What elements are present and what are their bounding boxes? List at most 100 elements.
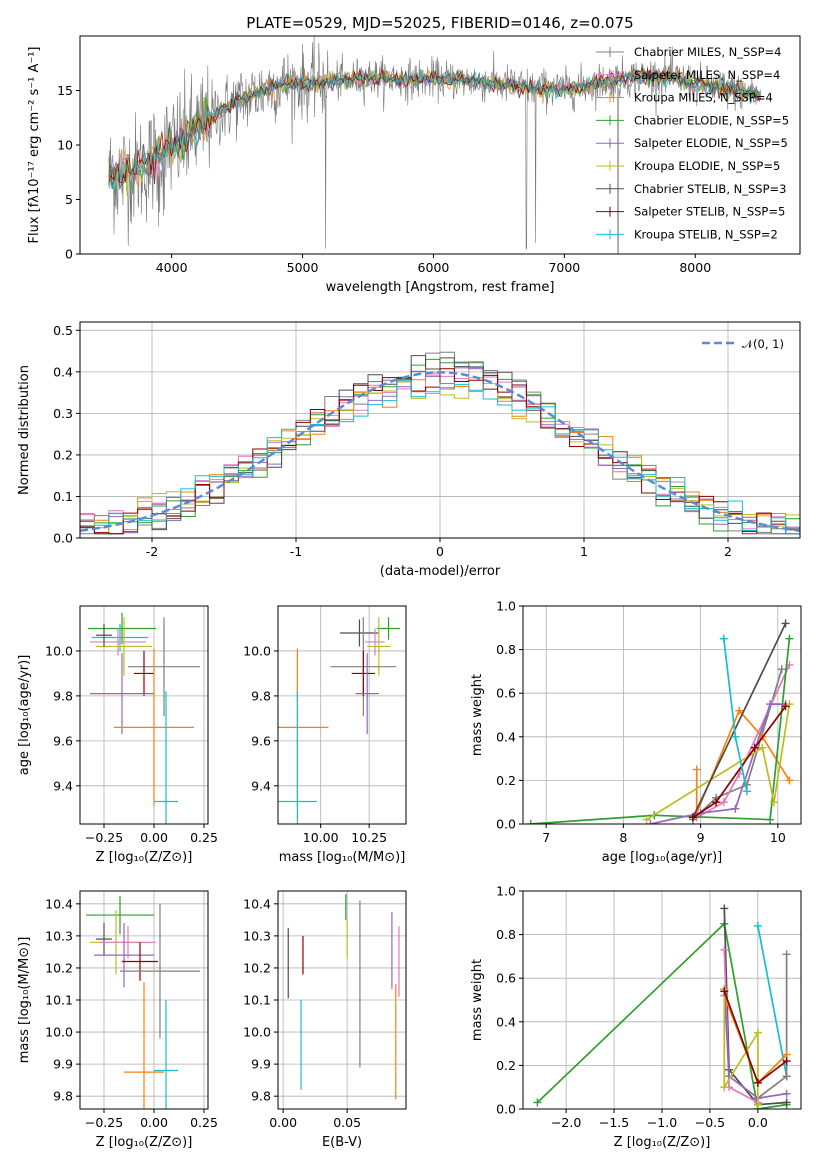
mass-weight-line [723,995,788,1085]
axes-frame [79,35,801,255]
residual-histogram-9 [80,380,800,535]
mass-weight-line [723,989,759,1105]
legend-label: Salpeter ELODIE, N_SSP=5 [634,136,788,150]
figure-title: PLATE=0529, MJD=52025, FIBERID=0146, z=0… [246,14,633,32]
y-tick-label: 0.3 [53,406,73,421]
panel-massweight-vs-Z: −2.0 −1.5 −1.0 −0.5 0.0 0.0 0.2 0.4 0.6 0.8 1.0 Z [… [470,884,802,1150]
plus-marker [720,987,729,996]
mass-weight-line [757,954,788,1099]
errorbar-point [154,1000,178,1109]
panel-residuals: -2 -1 0 1 2 0.0 0.1 0.2 0.3 0.4 0.5 (data-model)/er… [17,321,801,579]
plus-marker [781,619,790,628]
plus-marker [731,804,740,813]
plot-area [278,617,401,824]
axes-frame [79,321,801,539]
x-tick-label: 0.25 [190,830,218,845]
y-tick-label: 0.0 [496,817,516,832]
legend-label: Chabrier ELODIE, N_SSP=5 [634,113,789,127]
errorbar-point [86,895,154,935]
errorbar-point [88,612,156,645]
y-tick-label: 0.5 [53,323,73,338]
axes: 7 8 9 10 0.0 0.2 0.4 0.6 0.8 1.0 age [log₁₀(age/yr… [470,599,802,865]
y-tick-label: 10.4 [243,896,271,911]
legend-label: Salpeter MILES, N_SSP=4 [634,68,780,82]
plus-marker [766,815,775,824]
y-tick-label: 0.6 [496,971,516,986]
plus-marker [782,950,791,959]
x-axis-label: Z [log₁₀(Z/Z⊙)] [96,1135,193,1150]
y-tick-label: 0.2 [496,773,516,788]
plus-marker [753,1100,762,1109]
y-tick-label: 0.0 [496,1102,516,1117]
plus-marker [758,743,767,752]
x-tick-label: 7000 [548,260,580,275]
axes-frame [79,605,209,825]
mass-weight-line [536,921,787,1109]
model-fit-8 [108,66,760,185]
x-axis-label: mass [log₁₀(M/M⊙)] [279,850,406,865]
y-tick-label: 1.0 [496,884,516,899]
plus-marker [719,634,728,643]
x-axis-label: E(B-V) [322,1135,362,1150]
x-tick-label: 7 [542,830,550,845]
plus-marker [785,634,794,643]
plus-marker [785,776,794,785]
x-tick-label: 0.00 [140,830,168,845]
axes-frame [277,605,407,825]
gaussian-reference-curve [80,371,800,532]
plus-marker [735,706,744,715]
y-tick-label: 10 [57,138,73,153]
y-tick-label: 9.6 [251,733,271,748]
y-tick-label: 9.4 [53,778,73,793]
errorbar-point [340,619,379,647]
plus-marker [753,1078,762,1087]
y-axis-label: mass weight [470,674,485,756]
x-axis-label: wavelength [Angstrom, rest frame] [326,280,555,295]
mass-weight-line [646,703,791,821]
grid [523,605,801,825]
y-tick-label: 9.8 [53,1089,73,1104]
y-tick-label: 10.2 [45,960,73,975]
x-tick-label: −0.25 [85,1115,123,1130]
x-tick-label: −1.5 [599,1115,629,1130]
x-tick-label: 2 [724,544,732,559]
y-tick-label: 0.6 [496,686,516,701]
x-tick-label: −0.25 [85,830,123,845]
x-tick-label: 0.00 [140,1115,168,1130]
plus-marker [720,1083,729,1092]
residual-histogram-8 [80,368,800,535]
errorbar-point [355,653,379,735]
plus-marker [731,732,740,741]
plus-marker [782,1057,791,1066]
y-tick-label: 1.0 [496,599,516,614]
x-tick-label: 0 [436,544,444,559]
errorbar-point [90,628,146,656]
errorbar-point [367,617,391,676]
mass-weight-line [723,989,787,1099]
x-tick-label: 0.25 [190,1115,218,1130]
y-axis-label: mass [log₁₀(M/M⊙)] [17,937,32,1064]
errorbar-point [376,617,401,640]
x-tick-label: 0.0 [748,1115,768,1130]
errorbar-point [278,691,317,824]
y-tick-label: 0.1 [53,489,73,504]
legend-label: Salpeter STELIB, N_SSP=5 [634,205,785,219]
x-tick-label: -1 [290,544,302,559]
y-tick-label: 0.4 [53,364,73,379]
y-tick-label: 0.2 [53,447,73,462]
y-tick-label: 15 [57,83,73,98]
plot-area [287,894,400,1100]
errorbar-point [134,650,154,696]
x-tick-label: −0.5 [695,1115,725,1130]
axes: −2.0 −1.5 −1.0 −0.5 0.0 0.0 0.2 0.4 0.6 0.8 1.0 Z [… [470,884,802,1150]
plus-marker [533,1098,542,1107]
plus-marker [742,787,751,796]
plus-marker [782,1098,791,1107]
y-tick-label: 0.8 [496,642,516,657]
legend-label: Chabrier STELIB, N_SSP=3 [634,182,786,196]
plus-marker [526,820,535,824]
y-tick-label: 5 [65,192,73,207]
y-tick-label: 0.0 [53,531,73,546]
plot-area [526,619,794,824]
x-tick-label: 0.00 [269,1115,297,1130]
